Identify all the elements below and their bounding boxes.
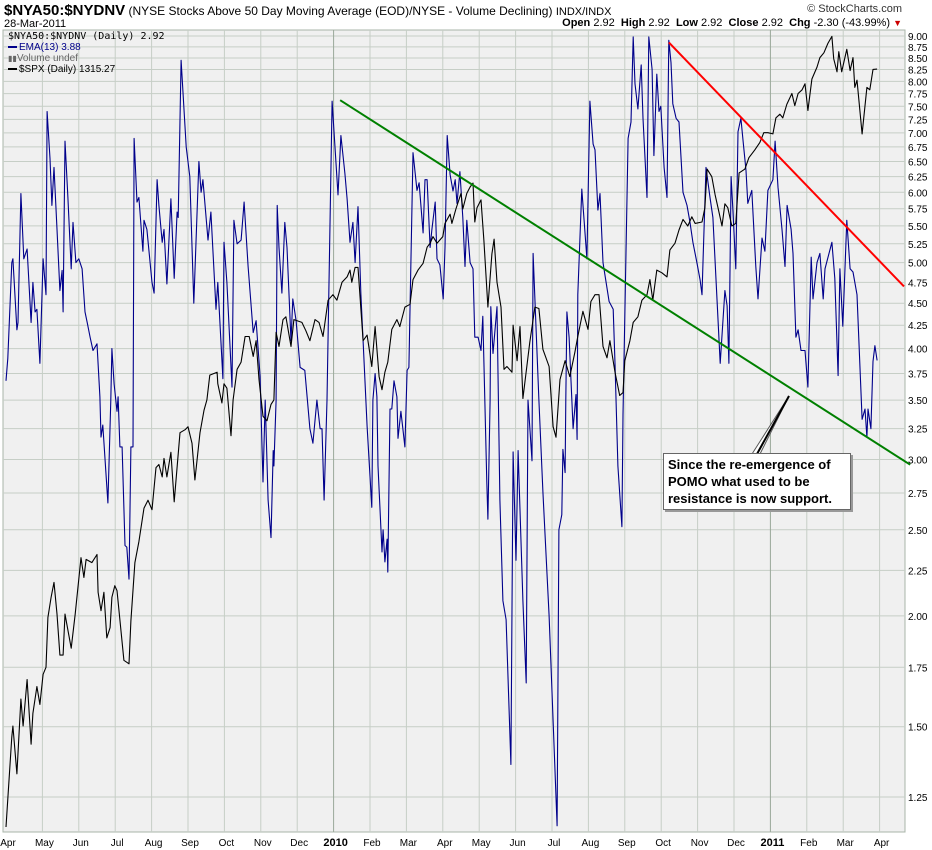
description: (NYSE Stocks Above 50 Day Moving Average… [128, 4, 553, 18]
grid-lines [3, 30, 905, 832]
y-tick-label: 5.75 [908, 205, 928, 216]
x-tick-label: Nov [254, 838, 272, 849]
x-tick-label: Jun [510, 838, 526, 849]
x-tick-label: Jul [548, 838, 561, 849]
y-tick-label: 3.00 [908, 456, 928, 467]
y-tick-label: 5.00 [908, 259, 928, 270]
chart-date: 28-Mar-2011 [4, 18, 67, 30]
legend-spx: $SPX (Daily) 1315.27 [8, 64, 165, 75]
x-tick-label: Sep [181, 838, 199, 849]
legend-volume-label: Volume undef [16, 53, 78, 64]
y-tick-label: 6.25 [908, 173, 928, 184]
x-axis: Apr May Jun Jul Aug Sep Oct Nov Dec 2010 Feb Mar Apr… [0, 837, 890, 849]
y-tick-label: 6.75 [908, 143, 928, 154]
volume-bars-icon: ▮▮ [8, 54, 17, 63]
y-tick-label: 4.50 [908, 299, 928, 310]
y-tick-label: 4.75 [908, 278, 928, 289]
x-tick-label: Aug [582, 838, 600, 849]
open-value: 2.92 [593, 17, 615, 29]
y-tick-label: 3.25 [908, 425, 928, 436]
legend-main: $NYA50:$NYDNV (Daily) 2.92 [8, 31, 165, 42]
x-tick-label: Apr [874, 838, 890, 849]
y-tick-label: 5.50 [908, 222, 928, 233]
y-tick-label: 1.25 [908, 793, 928, 804]
x-tick-label: Dec [290, 838, 308, 849]
x-tick-label: Dec [727, 838, 745, 849]
symbol: $NYA50:$NYDNV [4, 2, 126, 19]
close-value: 2.92 [761, 17, 783, 29]
low-label: Low [675, 17, 698, 29]
x-tick-label: May [35, 838, 54, 849]
x-tick-label: Feb [363, 838, 381, 849]
high-value: 2.92 [648, 17, 670, 29]
open-label: Open [562, 17, 591, 29]
y-tick-label: 2.00 [908, 612, 928, 623]
x-tick-label: Mar [837, 838, 855, 849]
y-tick-label: 6.50 [908, 157, 928, 168]
x-tick-label: Oct [219, 838, 235, 849]
resistance-trendline [668, 41, 905, 288]
chart-title: $NYA50:$NYDNV (NYSE Stocks Above 50 Day … [4, 2, 611, 19]
x-tick-label: Apr [0, 838, 16, 849]
trendlines [339, 41, 911, 466]
y-tick-label: 5.25 [908, 240, 928, 251]
y-tick-label: 3.50 [908, 396, 928, 407]
x-tick-label: 2010 [323, 837, 347, 849]
annotation-callout: Since the re-emergence of POMO what used… [663, 453, 851, 510]
y-tick-label: 6.00 [908, 188, 928, 199]
high-label: High [620, 17, 646, 29]
x-tick-label: Jun [73, 838, 89, 849]
x-tick-label: Nov [691, 838, 709, 849]
series-layer [5, 35, 878, 828]
spx-swatch-icon [8, 68, 17, 71]
ohlc-summary: Open 2.92 High 2.92 Low 2.92 Close 2.92 … [562, 17, 902, 29]
y-tick-label: 9.00 [908, 32, 928, 43]
plot-background [2, 29, 906, 833]
chg-label: Chg [789, 17, 811, 29]
chg-value: -2.30 (-43.99%) [813, 17, 891, 29]
ema-series-line [5, 36, 878, 827]
x-tick-label: 2011 [760, 837, 784, 849]
ema-swatch-icon [8, 46, 17, 49]
y-tick-label: 8.25 [908, 66, 928, 77]
legend-spx-label: $SPX (Daily) 1315.27 [19, 64, 116, 75]
x-tick-label: Jul [111, 838, 124, 849]
y-tick-label: 7.50 [908, 102, 928, 113]
x-tick-label: May [472, 838, 491, 849]
y-tick-label: 2.75 [908, 489, 928, 500]
x-tick-label: Apr [437, 838, 453, 849]
y-tick-label: 2.50 [908, 526, 928, 537]
y-tick-label: 8.50 [908, 54, 928, 65]
x-tick-label: Aug [145, 838, 163, 849]
legend-ema-label: EMA(13) 3.88 [19, 42, 81, 53]
down-arrow-icon: ▼ [893, 18, 902, 28]
exchange: INDX/INDX [555, 6, 612, 18]
y-tick-label: 2.25 [908, 566, 928, 577]
legend-ema: EMA(13) 3.88 [8, 42, 165, 53]
y-tick-label: 8.75 [908, 43, 928, 54]
x-tick-label: Feb [800, 838, 818, 849]
low-value: 2.92 [701, 17, 723, 29]
y-tick-label: 8.00 [908, 77, 928, 88]
y-tick-label: 4.25 [908, 321, 928, 332]
support-trendline [339, 99, 911, 466]
y-axis: 9.008.758.508.258.00 7.757.50 7.25 7.00 6.75… [908, 32, 928, 804]
close-label: Close [728, 17, 759, 29]
y-tick-label: 7.00 [908, 129, 928, 140]
x-tick-label: Oct [655, 838, 671, 849]
y-tick-label: 1.75 [908, 663, 928, 674]
legend: $NYA50:$NYDNV (Daily) 2.92 EMA(13) 3.88 … [8, 31, 165, 75]
x-tick-label: Mar [400, 838, 418, 849]
y-tick-label: 3.75 [908, 369, 928, 380]
x-tick-label: Sep [618, 838, 636, 849]
y-tick-label: 7.75 [908, 90, 928, 101]
y-tick-label: 4.00 [908, 345, 928, 356]
y-tick-label: 7.25 [908, 115, 928, 126]
brand-logo[interactable]: © StockCharts.com [807, 3, 902, 15]
y-tick-label: 1.50 [908, 723, 928, 734]
legend-volume: ▮▮Volume undef [8, 53, 165, 64]
spx-series-line [5, 35, 878, 828]
